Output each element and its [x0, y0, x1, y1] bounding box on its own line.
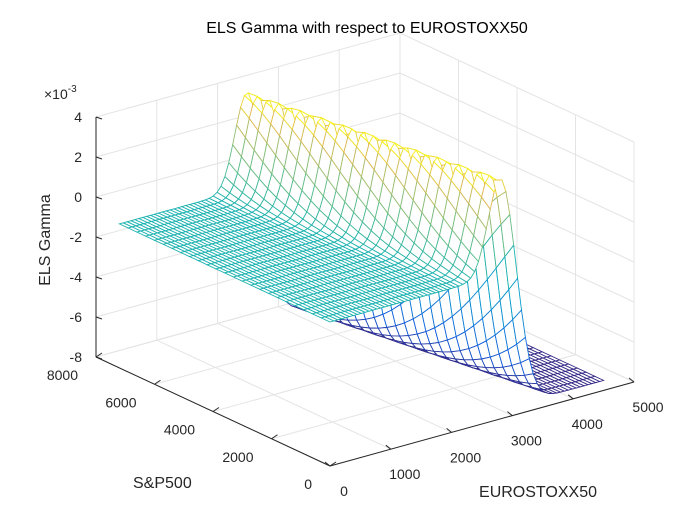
z-tick-label: 4: [74, 109, 82, 125]
y-tick-mark: [95, 352, 103, 358]
x-axis-label: EUROSTOXX50: [479, 484, 597, 501]
grid-line-z: [95, 32, 401, 118]
z-tick-label: 0: [74, 189, 82, 205]
x-tick-label: 5000: [632, 399, 663, 415]
x-tick-label: 3000: [511, 433, 542, 449]
z-tick-mark: [95, 236, 103, 240]
y-tick-mark: [271, 434, 278, 440]
x-tick-mark: [385, 444, 392, 450]
y-tick-mark: [212, 407, 220, 412]
y-tick-mark: [154, 379, 161, 385]
grid-line-z: [399, 32, 635, 143]
z-tick-mark: [95, 276, 103, 280]
y-tick-label: 4000: [164, 422, 195, 438]
z-tick-mark: [95, 196, 103, 200]
x-tick-mark: [507, 411, 513, 416]
y-axis-label: S&P500: [133, 475, 192, 492]
z-tick-mark: [95, 356, 103, 360]
z-exponent-base: ×10: [44, 86, 68, 102]
z-tick-label: -4: [70, 269, 83, 285]
x-tick-mark: [324, 461, 331, 467]
z-tick-label: -2: [70, 229, 83, 245]
grid-line-z: [399, 72, 635, 183]
y-tick-label: 0: [304, 476, 312, 492]
y-tick-label: 6000: [105, 394, 136, 410]
axes: 0 1000 2000 3000 4000 5000 0 2000 4000 6000 8000 -8…: [47, 109, 664, 499]
z-exponent-power: -3: [68, 84, 77, 95]
z-tick-label: -6: [70, 309, 83, 325]
y-tick-label: 2000: [222, 449, 253, 465]
z-exponent-label: ×10-3: [44, 84, 77, 102]
x-tick-label: 4000: [572, 416, 603, 432]
grid-line-z: [399, 112, 635, 223]
y-tick-label: 8000: [47, 367, 78, 383]
z-tick-mark: [95, 116, 103, 120]
x-tick-label: 2000: [450, 449, 481, 465]
x-tick-label: 0: [340, 483, 348, 499]
z-tick-label: -8: [70, 349, 83, 365]
x-axis-line: [329, 381, 635, 467]
z-axis-label: ELS Gamma: [37, 194, 54, 286]
x-tick-mark: [628, 377, 635, 383]
surface-mesh: [118, 92, 605, 394]
chart-title: ELS Gamma with respect to EUROSTOXX50: [206, 20, 528, 37]
x-tick-mark: [567, 394, 574, 400]
x-tick-label: 1000: [389, 466, 420, 482]
z-tick-label: 2: [74, 149, 82, 165]
surface-facet: [589, 375, 605, 382]
x-tick-mark: [446, 428, 452, 433]
y-tick-mark: [329, 461, 337, 467]
z-tick-mark: [95, 156, 103, 160]
z-tick-mark: [95, 316, 103, 320]
